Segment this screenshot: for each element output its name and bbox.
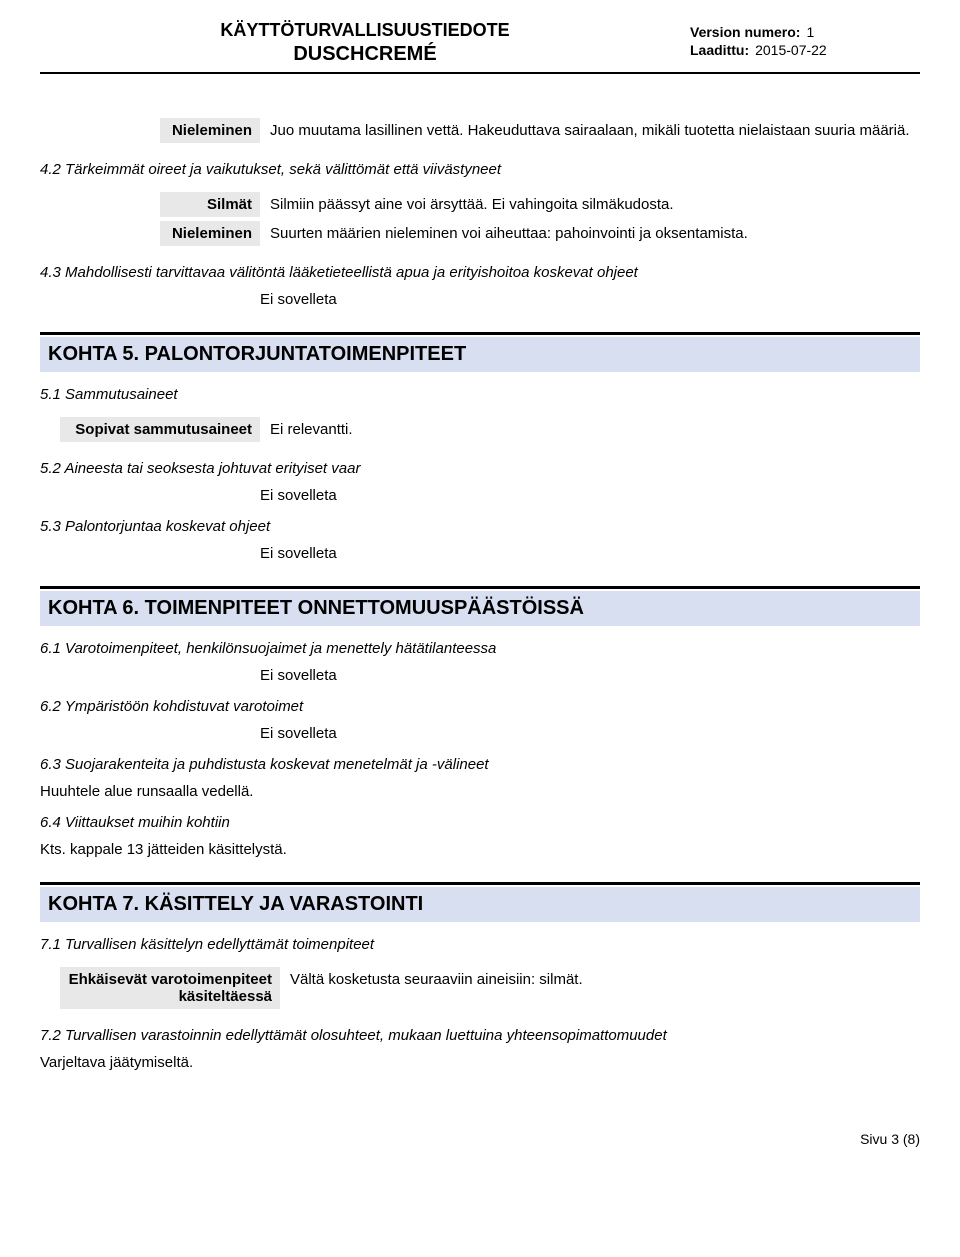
kv-table-4-2: Silmät Silmiin päässyt aine voi ärsyttää… [160, 188, 758, 250]
silmat-label: Silmät [160, 192, 260, 217]
table-row: Nieleminen Suurten määrien nieleminen vo… [160, 221, 758, 246]
nieleminen2-label: Nieleminen [160, 221, 260, 246]
date-row: Laadittu: 2015-07-22 [690, 42, 920, 58]
section-divider [40, 882, 920, 885]
product-title: DUSCHCREMÉ [40, 43, 690, 66]
table-row: Sopivat sammutusaineet Ei relevantti. [60, 417, 363, 442]
ehk-label: Ehkäisevät varotoimenpiteet käsiteltäess… [60, 967, 280, 1009]
sopivat-label: Sopivat sammutusaineet [60, 417, 260, 442]
page-content: Nieleminen Juo muutama lasillinen vettä.… [40, 114, 920, 1071]
version-label: Version numero: [690, 24, 800, 40]
text-6-3: Huuhtele alue runsaalla vedellä. [40, 783, 920, 800]
subheading-4-2: 4.2 Tärkeimmät oireet ja vaikutukset, se… [40, 161, 920, 178]
header-meta: Version numero: 1 Laadittu: 2015-07-22 [690, 20, 920, 60]
subheading-7-1: 7.1 Turvallisen käsittelyn edellyttämät … [40, 936, 920, 953]
subheading-5-3: 5.3 Palontorjuntaa koskevat ohjeet [40, 518, 920, 535]
table-row: Nieleminen Juo muutama lasillinen vettä.… [160, 118, 920, 143]
subheading-6-3: 6.3 Suojarakenteita ja puhdistusta koske… [40, 756, 920, 773]
header-titles: KÄYTTÖTURVALLISUUSTIEDOTE DUSCHCREMÉ [40, 20, 690, 66]
version-value: 1 [806, 24, 814, 40]
section-5-title: KOHTA 5. PALONTORJUNTATOIMENPITEET [40, 337, 920, 372]
date-label: Laadittu: [690, 42, 749, 58]
section-divider [40, 586, 920, 589]
page-header: KÄYTTÖTURVALLISUUSTIEDOTE DUSCHCREMÉ Ver… [40, 20, 920, 74]
doc-type-title: KÄYTTÖTURVALLISUUSTIEDOTE [40, 20, 690, 41]
subheading-6-4: 6.4 Viittaukset muihin kohtiin [40, 814, 920, 831]
kv-table-7-1: Ehkäisevät varotoimenpiteet käsiteltäess… [60, 963, 593, 1013]
section-divider [40, 332, 920, 335]
subheading-6-2: 6.2 Ympäristöön kohdistuvat varotoimet [40, 698, 920, 715]
subheading-4-3: 4.3 Mahdollisesti tarvittavaa välitöntä … [40, 264, 920, 281]
subheading-5-1: 5.1 Sammutusaineet [40, 386, 920, 403]
date-value: 2015-07-22 [755, 42, 827, 58]
kv-table-nieleminen: Nieleminen Juo muutama lasillinen vettä.… [160, 114, 920, 147]
table-row: Silmät Silmiin päässyt aine voi ärsyttää… [160, 192, 758, 217]
subheading-7-2: 7.2 Turvallisen varastoinnin edellyttämä… [40, 1027, 920, 1044]
text-6-1: Ei sovelleta [260, 667, 920, 684]
nieleminen-value: Juo muutama lasillinen vettä. Hakeudutta… [260, 118, 920, 143]
kv-table-5-1: Sopivat sammutusaineet Ei relevantti. [60, 413, 363, 446]
nieleminen-label: Nieleminen [160, 118, 260, 143]
ehk-value: Vältä kosketusta seuraaviin aineisiin: s… [280, 967, 593, 1009]
text-6-2: Ei sovelleta [260, 725, 920, 742]
table-row: Ehkäisevät varotoimenpiteet käsiteltäess… [60, 967, 593, 1009]
section-7-title: KOHTA 7. KÄSITTELY JA VARASTOINTI [40, 887, 920, 922]
version-row: Version numero: 1 [690, 24, 920, 40]
page-number: Sivu 3 (8) [860, 1131, 920, 1147]
page-footer: Sivu 3 (8) [40, 1131, 920, 1147]
subheading-5-2: 5.2 Aineesta tai seoksesta johtuvat erit… [40, 460, 920, 477]
section-6-title: KOHTA 6. TOIMENPITEET ONNETTOMUUSPÄÄSTÖI… [40, 591, 920, 626]
text-6-4: Kts. kappale 13 jätteiden käsittelystä. [40, 841, 920, 858]
text-5-3: Ei sovelleta [260, 545, 920, 562]
sopivat-value: Ei relevantti. [260, 417, 363, 442]
text-5-2: Ei sovelleta [260, 487, 920, 504]
silmat-value: Silmiin päässyt aine voi ärsyttää. Ei va… [260, 192, 758, 217]
nieleminen2-value: Suurten määrien nieleminen voi aiheuttaa… [260, 221, 758, 246]
text-7-2: Varjeltava jäätymiseltä. [40, 1054, 920, 1071]
subheading-6-1: 6.1 Varotoimenpiteet, henkilönsuojaimet … [40, 640, 920, 657]
text-4-3: Ei sovelleta [260, 291, 920, 308]
